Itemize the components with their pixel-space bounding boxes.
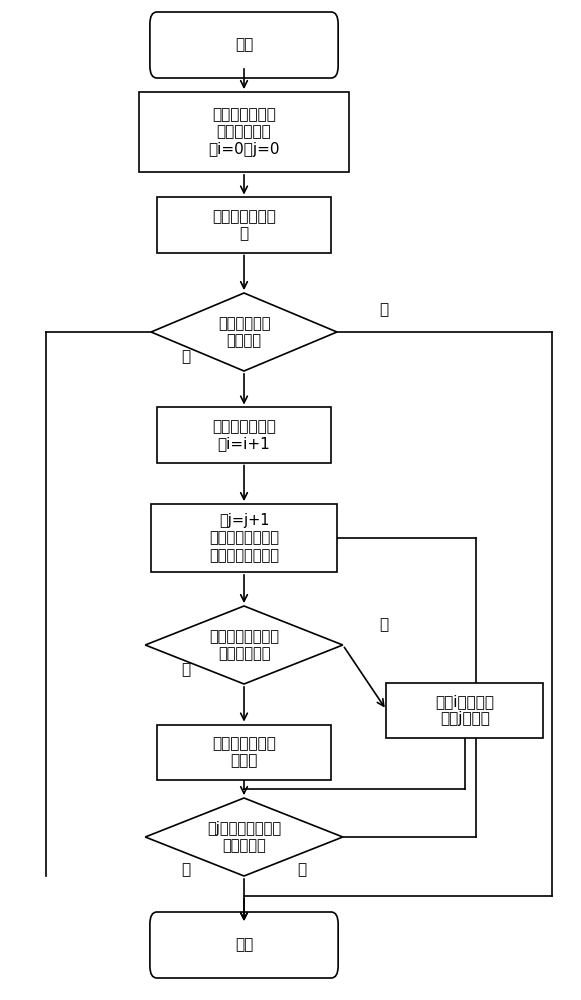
Text: 是: 是: [181, 350, 191, 364]
Text: 开始: 开始: [235, 37, 253, 52]
Text: 读取原始视频文
件: 读取原始视频文 件: [212, 209, 276, 241]
Bar: [157, 408, 331, 462]
Polygon shape: [145, 606, 343, 684]
Bar: [151, 504, 337, 572]
Bar: [157, 198, 331, 252]
Text: 是: 是: [181, 862, 191, 878]
Text: 是: 是: [181, 662, 191, 678]
Text: 编码树单元层码
率控制: 编码树单元层码 率控制: [212, 736, 276, 768]
Text: 结束: 结束: [235, 938, 253, 952]
Text: 对第i个图像组
的第j帧编码: 对第i个图像组 的第j帧编码: [435, 694, 494, 726]
Bar: [139, 92, 349, 172]
Text: 令j=j+1
计算缓冲区占用值
和图像组剩余比特: 令j=j+1 计算缓冲区占用值 和图像组剩余比特: [209, 513, 279, 563]
Bar: [157, 724, 331, 780]
Text: 否: 否: [379, 302, 388, 318]
Bar: [386, 683, 543, 738]
Text: 根据配置文件初
始化编码参数
令i=0，j=0: 根据配置文件初 始化编码参数 令i=0，j=0: [208, 107, 280, 157]
Polygon shape: [145, 798, 343, 876]
Text: 是否存在未编
码图像组: 是否存在未编 码图像组: [218, 316, 270, 348]
FancyBboxPatch shape: [150, 12, 338, 78]
FancyBboxPatch shape: [150, 912, 338, 978]
Text: 否: 否: [297, 862, 307, 878]
Text: 读入一个图像组
令i=i+1: 读入一个图像组 令i=i+1: [212, 419, 276, 451]
Text: 第j帧是否是图像组
的最后一帧: 第j帧是否是图像组 的最后一帧: [207, 821, 281, 853]
Polygon shape: [151, 293, 337, 371]
Text: 是否需要编码树单
元层码率控制: 是否需要编码树单 元层码率控制: [209, 629, 279, 661]
Text: 否: 否: [379, 617, 388, 633]
